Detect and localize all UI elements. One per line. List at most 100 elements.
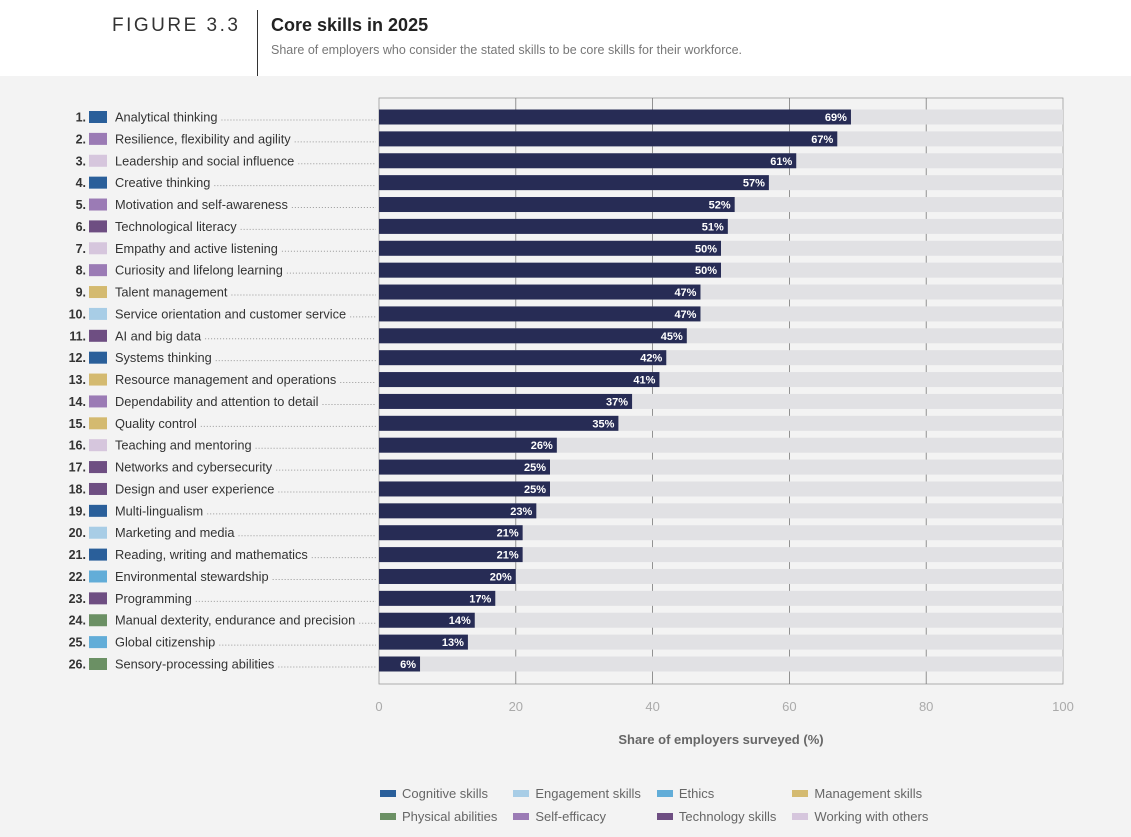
- bar-value-label: 57%: [743, 178, 765, 190]
- skill-label: Global citizenship: [115, 635, 215, 650]
- bar-value-label: 25%: [524, 462, 546, 474]
- rank-label: 18.: [69, 482, 86, 496]
- legend-label: Management skills: [814, 786, 923, 801]
- rank-label: 16.: [69, 439, 86, 453]
- rank-label: 6.: [76, 220, 86, 234]
- skill-label: Programming: [115, 591, 192, 606]
- skill-label: Manual dexterity, endurance and precisio…: [115, 613, 355, 628]
- category-swatch: [89, 351, 107, 364]
- rank-label: 15.: [69, 417, 86, 431]
- legend-item: Physical abilities: [380, 808, 497, 825]
- x-tick-label: 40: [645, 699, 659, 714]
- figure-number: FIGURE 3.3: [112, 15, 241, 36]
- category-swatch: [89, 658, 107, 670]
- legend-label: Ethics: [678, 786, 715, 801]
- rank-label: 19.: [69, 504, 86, 518]
- category-swatch: [89, 526, 107, 539]
- bar-value-label: 35%: [592, 418, 614, 430]
- skill-label: Service orientation and customer service: [115, 306, 346, 321]
- rank-label: 7.: [76, 242, 86, 256]
- bar: [379, 240, 721, 256]
- legend-label: Working with others: [814, 809, 929, 824]
- bar: [379, 525, 523, 541]
- bar: [379, 306, 701, 322]
- bar-value-label: 47%: [674, 309, 696, 321]
- skill-label: Environmental stewardship: [115, 569, 269, 584]
- bar: [379, 568, 516, 584]
- bar: [379, 284, 701, 300]
- legend-swatch: [513, 790, 530, 797]
- x-tick-label: 80: [919, 699, 933, 714]
- category-swatch: [89, 482, 107, 495]
- bar-track: [379, 503, 1063, 519]
- category-swatch: [89, 286, 107, 299]
- bar-value-label: 14%: [449, 615, 471, 627]
- bar: [379, 612, 475, 628]
- category-swatch: [89, 592, 107, 605]
- bar-value-label: 50%: [695, 265, 717, 277]
- legend-item: Cognitive skills: [380, 785, 497, 802]
- skill-label: Reading, writing and mathematics: [115, 547, 308, 562]
- skill-label: Quality control: [115, 416, 197, 431]
- bar-value-label: 41%: [633, 375, 655, 387]
- x-tick-label: 60: [782, 699, 796, 714]
- category-swatch: [89, 198, 107, 211]
- legend-item: Technology skills: [656, 808, 776, 825]
- bar-track: [379, 590, 1063, 606]
- rank-label: 10.: [69, 307, 86, 321]
- bar-value-label: 45%: [661, 331, 683, 343]
- bar-value-label: 20%: [490, 571, 512, 583]
- category-swatch: [89, 373, 107, 386]
- rank-label: 2.: [76, 132, 86, 146]
- bar: [379, 503, 537, 519]
- x-tick-label: 100: [1052, 699, 1074, 714]
- skill-label: Motivation and self-awareness: [115, 197, 288, 212]
- skill-label: Curiosity and lifelong learning: [115, 263, 283, 278]
- bar: [379, 415, 619, 431]
- legend-item: Working with others: [792, 808, 928, 825]
- bar-value-label: 23%: [510, 506, 532, 518]
- bar-track: [379, 568, 1063, 584]
- bar: [379, 656, 421, 672]
- rank-label: 24.: [69, 614, 86, 628]
- chart-title: Core skills in 2025: [271, 15, 429, 35]
- skill-label: Networks and cybersecurity: [115, 460, 273, 475]
- rank-label: 20.: [69, 526, 86, 540]
- category-swatch: [89, 307, 107, 320]
- skill-label: Sensory-processing abilities: [115, 657, 274, 672]
- bar-value-label: 42%: [640, 353, 662, 365]
- bar: [379, 634, 468, 650]
- category-swatch: [89, 614, 107, 627]
- skill-label: Resilience, flexibility and agility: [115, 131, 291, 146]
- skill-label: Creative thinking: [115, 175, 210, 190]
- bar-value-label: 25%: [524, 484, 546, 496]
- rank-label: 22.: [69, 570, 86, 584]
- skill-label: Empathy and active listening: [115, 241, 278, 256]
- bar-value-label: 51%: [702, 221, 724, 233]
- category-swatch: [89, 132, 107, 145]
- bar-value-label: 21%: [497, 550, 519, 562]
- chart-subtitle: Share of employers who consider the stat…: [271, 43, 743, 57]
- category-swatch: [89, 176, 107, 189]
- rank-label: 11.: [69, 329, 86, 343]
- legend-swatch: [513, 813, 530, 820]
- bar-track: [379, 612, 1063, 628]
- bar-value-label: 69%: [825, 112, 847, 124]
- bar-value-label: 26%: [531, 440, 553, 452]
- category-swatch: [89, 570, 107, 583]
- category-swatch: [89, 264, 107, 277]
- bar-value-label: 17%: [469, 593, 491, 605]
- bar: [379, 262, 721, 278]
- bar: [379, 459, 550, 475]
- legend-item: Ethics: [656, 785, 777, 802]
- legend-swatch: [656, 813, 673, 820]
- skill-label: Marketing and media: [115, 525, 235, 540]
- rank-label: 26.: [69, 658, 86, 672]
- category-swatch: [89, 242, 107, 255]
- rank-label: 4.: [76, 176, 86, 190]
- legend-label: Engagement skills: [535, 786, 641, 801]
- bar: [379, 590, 496, 606]
- rank-label: 25.: [69, 636, 86, 650]
- x-tick-label: 0: [375, 699, 382, 714]
- skill-label: Resource management and operations: [115, 372, 336, 387]
